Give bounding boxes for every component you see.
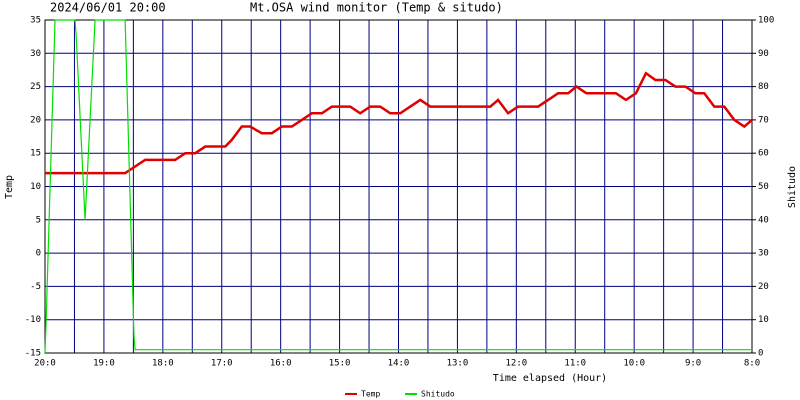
y2-tick-label: 70 <box>758 115 769 125</box>
y-tick-label: -15 <box>25 349 41 359</box>
legend-label: Temp <box>361 390 380 399</box>
chart-title: 2024/06/01 20:00 <box>50 1 166 15</box>
plot-border <box>44 19 753 354</box>
y-tick-label: 10 <box>30 182 41 192</box>
y-tick-label: -10 <box>25 315 41 325</box>
y2-axis-label: Shitudo <box>787 166 798 208</box>
x-tick-label: 9:0 <box>685 359 701 369</box>
x-tick-label: 13:0 <box>447 359 469 369</box>
x-tick-label: 10:0 <box>623 359 645 369</box>
y-tick-label: -5 <box>30 282 41 292</box>
x-tick-label: 18:0 <box>152 359 174 369</box>
y-tick-label: 0 <box>36 249 41 259</box>
series-line <box>44 19 752 354</box>
legend-label: Shitudo <box>421 390 455 399</box>
y2-tick-label: 80 <box>758 82 769 92</box>
x-tick-label: 19:0 <box>93 359 115 369</box>
x-axis-label: Time elapsed (Hour) <box>493 373 607 384</box>
y-tick-label: 20 <box>30 115 41 125</box>
y2-tick-label: 0 <box>758 349 763 359</box>
y-tick-label: 5 <box>36 215 41 225</box>
x-tick-label: 15:0 <box>329 359 351 369</box>
y2-tick-label: 50 <box>758 182 769 192</box>
x-tick-label: 17:0 <box>211 359 233 369</box>
y-tick-label: 30 <box>30 49 41 59</box>
y-tick-label: 35 <box>30 16 41 26</box>
y2-tick-label: 20 <box>758 282 769 292</box>
y2-tick-label: 90 <box>758 49 769 59</box>
y-tick-label: 15 <box>30 149 41 159</box>
x-tick-label: 14:0 <box>388 359 410 369</box>
x-tick-label: 8:0 <box>744 359 760 369</box>
y2-tick-label: 100 <box>758 16 774 26</box>
y-tick-label: 25 <box>30 82 41 92</box>
y2-tick-label: 30 <box>758 249 769 259</box>
x-tick-label: 11:0 <box>564 359 586 369</box>
y2-tick-label: 60 <box>758 149 769 159</box>
x-tick-label: 20:0 <box>34 359 56 369</box>
y2-tick-label: 40 <box>758 215 769 225</box>
chart-subtitle: Mt.OSA wind monitor (Temp & situdo) <box>250 1 503 15</box>
series-line <box>45 71 753 175</box>
x-tick-label: 12:0 <box>505 359 527 369</box>
x-tick-label: 16:0 <box>270 359 292 369</box>
y2-tick-label: 10 <box>758 315 769 325</box>
y-axis-label: Temp <box>4 175 15 199</box>
